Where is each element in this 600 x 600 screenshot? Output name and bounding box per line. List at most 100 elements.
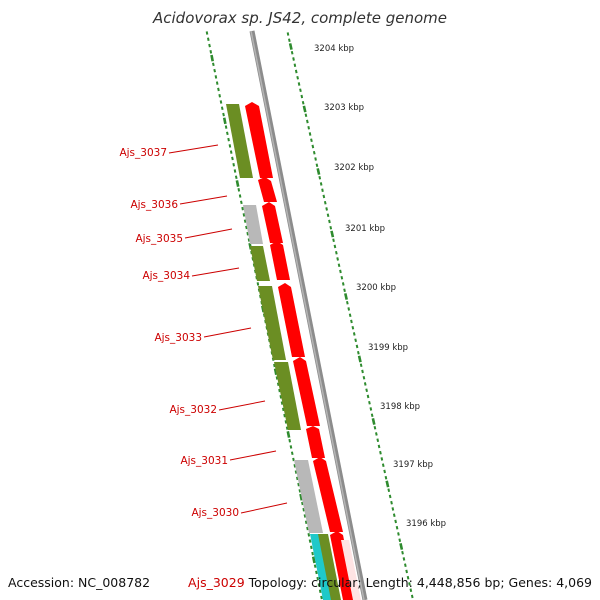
- minor-tick: [297, 82, 301, 86]
- minor-tick: [273, 363, 276, 368]
- minor-tick: [280, 401, 284, 405]
- minor-tick: [296, 75, 299, 80]
- minor-tick: [306, 526, 309, 531]
- minor-tick: [308, 132, 312, 136]
- gene-label-ajs-3036[interactable]: Ajs_3036: [130, 199, 178, 211]
- minor-tick: [326, 213, 330, 218]
- minor-tick: [337, 263, 341, 268]
- gray-feature-ajs-3030[interactable]: [294, 460, 323, 533]
- minor-tick: [306, 119, 309, 124]
- feature-track-inner: [226, 104, 341, 600]
- minor-tick: [288, 438, 291, 443]
- major-tick: [286, 431, 291, 438]
- minor-tick: [397, 532, 400, 536]
- kbp-label: 3203 kbp: [324, 103, 364, 113]
- minor-tick: [303, 514, 307, 518]
- minor-tick: [352, 332, 356, 336]
- gene-label-ajs-3029[interactable]: Ajs_3029: [188, 575, 245, 590]
- minor-tick: [214, 75, 218, 79]
- leader-line: [218, 400, 266, 411]
- minor-tick: [228, 144, 232, 148]
- forward-gene-ajs-3031[interactable]: [306, 426, 325, 458]
- gene-label-ajs-3037[interactable]: Ajs_3037: [119, 147, 167, 159]
- minor-tick: [294, 470, 298, 474]
- minor-tick: [346, 300, 349, 305]
- minor-tick: [373, 425, 377, 430]
- minor-tick: [387, 488, 391, 493]
- gene-label-ajs-3031[interactable]: Ajs_3031: [180, 455, 228, 467]
- minor-tick: [323, 200, 327, 205]
- minor-tick: [242, 213, 246, 217]
- minor-tick: [401, 550, 404, 555]
- minor-tick: [379, 450, 382, 455]
- forward-gene-ajs-3033[interactable]: [278, 283, 305, 357]
- map-title: Acidovorax sp. JS42, complete genome: [152, 9, 447, 27]
- reverse-cds-ajs-3037[interactable]: [226, 104, 253, 178]
- reverse-cds-ajs-3033[interactable]: [258, 286, 286, 360]
- gene-label-ajs-3032[interactable]: Ajs_3032: [169, 404, 217, 416]
- minor-tick: [322, 194, 326, 199]
- minor-tick: [343, 288, 346, 293]
- minor-tick: [340, 275, 344, 280]
- minor-tick: [332, 238, 335, 243]
- minor-tick: [350, 319, 353, 324]
- minor-tick: [294, 69, 298, 74]
- gene-label-ajs-3033[interactable]: Ajs_3033: [154, 332, 202, 344]
- minor-tick: [301, 501, 304, 506]
- forward-gene-ajs-3029[interactable]: [330, 531, 356, 600]
- reverse-cds-ajs-3029[interactable]: [318, 534, 341, 600]
- minor-tick: [348, 313, 352, 318]
- minor-tick: [311, 551, 314, 556]
- minor-tick: [222, 112, 225, 117]
- minor-tick: [208, 43, 211, 48]
- reverse-cds-ajs-3032[interactable]: [274, 362, 301, 430]
- major-tick: [273, 368, 278, 376]
- minor-tick: [217, 87, 220, 92]
- minor-tick: [304, 113, 308, 118]
- minor-tick: [243, 219, 247, 223]
- minor-tick: [362, 375, 366, 380]
- forward-gene-ajs-3036[interactable]: [258, 177, 277, 202]
- minor-tick: [410, 594, 414, 599]
- minor-tick: [363, 382, 367, 386]
- genome-backbone-highlight: [250, 30, 365, 600]
- major-tick: [222, 117, 227, 125]
- minor-tick: [233, 169, 237, 173]
- gene-label-ajs-3030[interactable]: Ajs_3030: [191, 507, 239, 519]
- minor-tick: [316, 576, 319, 581]
- minor-tick: [320, 595, 323, 600]
- minor-tick: [209, 50, 213, 54]
- minor-tick: [231, 156, 234, 161]
- kbp-scale: 3204 kbp 3203 kbp 3202 kbp 3201 kbp 3200…: [314, 44, 446, 529]
- minor-tick: [256, 282, 260, 286]
- minor-tick: [318, 589, 322, 593]
- minor-tick: [380, 457, 384, 461]
- minor-tick: [237, 188, 241, 192]
- kbp-label: 3197 kbp: [393, 460, 433, 470]
- gene-label-ajs-3034[interactable]: Ajs_3034: [142, 270, 190, 282]
- forward-gene-ajs-3030[interactable]: [313, 457, 343, 532]
- major-tick: [210, 54, 214, 62]
- major-tick: [330, 230, 335, 238]
- forward-gene-ajs-3035[interactable]: [262, 202, 283, 243]
- gene-label-ajs-3035[interactable]: Ajs_3035: [135, 233, 183, 245]
- forward-gene-ajs-3034[interactable]: [270, 241, 290, 280]
- forward-gene-ajs-3032[interactable]: [293, 357, 320, 426]
- gray-feature-ajs-3035[interactable]: [243, 205, 263, 244]
- kbp-label: 3202 kbp: [334, 163, 374, 173]
- minor-tick: [282, 407, 285, 412]
- minor-tick: [304, 520, 308, 524]
- forward-gene-ajs-3037[interactable]: [245, 102, 273, 178]
- leader-line: [179, 195, 228, 205]
- reverse-cds-ajs-3034[interactable]: [250, 246, 270, 281]
- major-tick: [288, 43, 293, 50]
- leader-line: [240, 502, 288, 514]
- leader-line: [168, 144, 219, 154]
- minor-tick: [286, 32, 290, 36]
- minor-tick: [392, 513, 396, 518]
- minor-tick: [302, 507, 305, 512]
- kbp-label: 3199 kbp: [368, 343, 408, 353]
- minor-tick: [408, 582, 411, 586]
- minor-tick: [292, 457, 295, 462]
- minor-tick: [354, 338, 357, 343]
